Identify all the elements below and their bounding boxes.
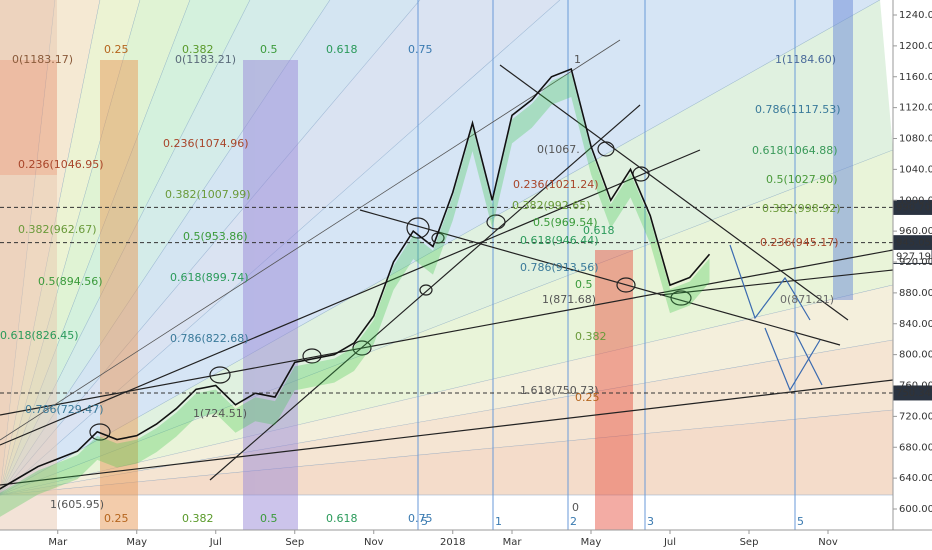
- x-tick-label: Nov: [364, 537, 384, 548]
- fib-label: 0.25: [575, 391, 600, 404]
- fib-label: 0(871.21): [780, 293, 834, 306]
- fib-label: 1: [574, 53, 581, 66]
- y-tick-label: 1200.00: [899, 41, 932, 52]
- fib-label: 0.236(1046.95): [18, 158, 104, 171]
- x-tick-label: Mar: [503, 537, 523, 548]
- fib-label: 0: [572, 501, 579, 514]
- fib-label: 0.5(894.56): [38, 275, 103, 288]
- fib-label: 0.618(946.44): [520, 234, 599, 247]
- x-tick-label: May: [126, 537, 147, 548]
- fib-label: 0.236(945.17): [760, 236, 839, 249]
- y-tick-label: 1000.00: [899, 195, 932, 206]
- y-tick-label: 920.00: [899, 257, 932, 268]
- x-tick-label: Jul: [209, 537, 222, 548]
- x-tick-label: 2018: [440, 537, 465, 548]
- fib-label: 3: [647, 515, 654, 528]
- level-label: 990.70: [896, 202, 931, 213]
- fib-label: 0.25: [104, 512, 129, 525]
- fib-label: 0.382: [575, 330, 607, 343]
- fib-label: 1.618(750.73): [520, 384, 599, 397]
- fib-label: 0.5: [575, 278, 593, 291]
- x-tick-label: Sep: [740, 537, 759, 548]
- y-tick-label: 1080.00: [899, 134, 932, 145]
- fan-wedge: [0, 150, 893, 495]
- fib-label: 1: [495, 515, 502, 528]
- level-label: 927.19: [896, 251, 931, 262]
- level-label: 945.05: [896, 238, 931, 249]
- series: [0, 67, 711, 517]
- fib-label: 0.786(822.68): [170, 332, 249, 345]
- fib-label: 0.5: [260, 43, 278, 56]
- fib-label: 5: [797, 515, 804, 528]
- fan-wedge: [0, 0, 893, 495]
- fib-label: 0.236(1074.96): [163, 137, 249, 150]
- y-tick-label: 1120.00: [899, 103, 932, 114]
- fib-label: 0.382: [182, 43, 214, 56]
- fib-label: 0.382(992.65): [512, 199, 591, 212]
- fib-label: 1(1184.60): [775, 53, 836, 66]
- fib-label: 0.382: [182, 512, 214, 525]
- fib-label: 0.786(1117.53): [755, 103, 841, 116]
- fib-label: 0.382(998.92): [762, 202, 841, 215]
- y-tick-label: 1240.00: [899, 10, 932, 21]
- fib-label: 2: [570, 515, 577, 528]
- fib-label: 0.5(1027.90): [766, 173, 838, 186]
- y-tick-label: 760.00: [899, 381, 932, 392]
- fib-label: 0(1067.: [537, 143, 580, 156]
- fib-label: 1(724.51): [193, 407, 247, 420]
- x-tick-label: Mar: [48, 537, 68, 548]
- fib-label: 0.5: [260, 512, 278, 525]
- y-tick-label: 680.00: [899, 442, 932, 453]
- fib-label: 0.75: [408, 43, 433, 56]
- fib-label: 0.5(953.86): [183, 230, 248, 243]
- fib-label: 5: [421, 515, 428, 528]
- axes: 600.00 640.00 680.00 720.00 760.00 800.00 840.…: [48, 10, 932, 548]
- fib-label: 0.25: [104, 43, 129, 56]
- y-tick-label: 800.00: [899, 350, 932, 361]
- y-tick-label: 640.00: [899, 473, 932, 484]
- fan-wedge: [0, 410, 893, 495]
- fib-label: 0.618(826.45): [0, 329, 79, 342]
- y-tick-label: 1160.00: [899, 72, 932, 83]
- fib-label: 0(1183.17): [12, 53, 73, 66]
- fib-label: 0.382(962.67): [18, 223, 97, 236]
- y-tick-label: 960.00: [899, 226, 932, 237]
- y-tick-label: 880.00: [899, 288, 932, 299]
- fib-label: 0.786(729.47): [25, 403, 104, 416]
- level-label: 750.34: [896, 388, 931, 399]
- price-line: [0, 67, 711, 490]
- y-tick-label: 720.00: [899, 411, 932, 422]
- fib-label: 0.5(969.54): [533, 216, 598, 229]
- y-tick-label: 840.00: [899, 319, 932, 330]
- fib-label: 0.618: [583, 224, 615, 237]
- y-tick-label: 600.00: [899, 504, 932, 515]
- time-lines: [417, 0, 796, 530]
- cloud: [0, 73, 710, 517]
- fib-label: 0.618(899.74): [170, 271, 249, 284]
- x-tick-label: Nov: [818, 537, 838, 548]
- fan-wedge: [0, 340, 893, 495]
- fib-labels: 0(1183.17) 0.25 0.382 0.5 0.618 0.75 0(1…: [0, 43, 841, 528]
- x-tick-label: May: [581, 537, 602, 548]
- x-tick-label: Sep: [285, 537, 304, 548]
- trend-lines: [0, 39, 894, 486]
- fib-label: 1(605.95): [50, 498, 104, 511]
- levels: 990.70 945.05 927.19 750.34: [0, 199, 932, 401]
- y-tick-label: 1040.00: [899, 164, 932, 175]
- x-tick-label: Jul: [663, 537, 676, 548]
- fib-label: 1(871.68): [542, 293, 596, 306]
- fib-label: 0.618: [326, 512, 358, 525]
- fib-label: 0.618: [326, 43, 358, 56]
- fib-label: 0(1183.21): [175, 53, 236, 66]
- fib-label: 0.618(1064.88): [752, 144, 838, 157]
- time-zones: [0, 0, 853, 530]
- fan-wedge: [0, 285, 893, 495]
- fib-label: 0.382(1007.99): [165, 188, 251, 201]
- fib-label: 0.236(1021.24): [513, 178, 599, 191]
- fib-label: 0.786(913.56): [520, 261, 599, 274]
- fib-label: 0.75: [408, 512, 433, 525]
